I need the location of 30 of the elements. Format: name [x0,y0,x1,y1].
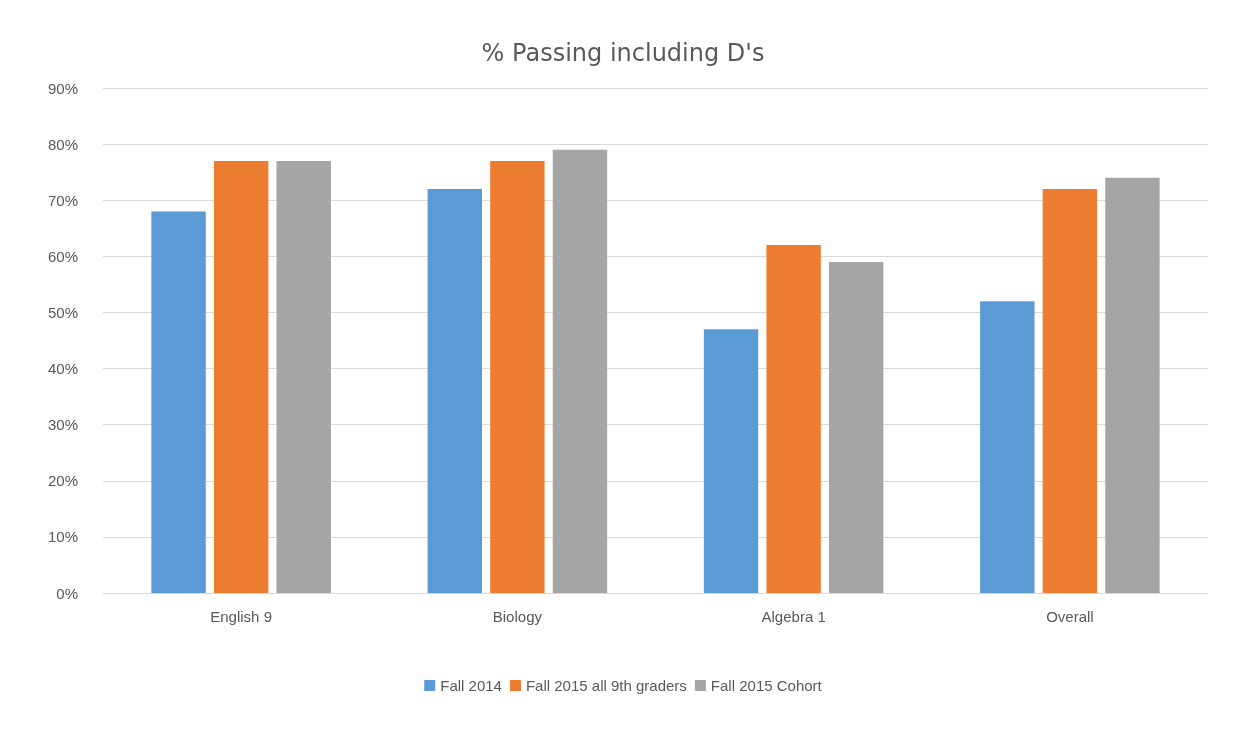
bar [828,261,884,593]
bar [427,189,483,593]
y-tick-label: 90% [47,79,78,97]
bar [490,160,545,593]
x-tick-label: English 9 [210,608,272,625]
y-tick-label: 70% [47,191,78,209]
y-tick-label: 50% [47,303,78,321]
legend-label: Fall 2015 all 9th graders [525,677,687,694]
x-tick-label: Overall [1046,608,1094,625]
bar [552,149,608,593]
bar [980,301,1035,593]
bar [1105,177,1160,593]
x-tick-label: Algebra 1 [761,608,826,625]
y-tick-label: 0% [56,584,78,602]
bar [213,160,269,593]
x-tick-label: Biology [492,608,543,625]
y-tick-label: 30% [47,416,78,434]
chart-title: % Passing including D's [481,39,765,67]
bar [1042,189,1098,593]
y-tick-label: 80% [47,135,78,153]
y-tick-label: 10% [47,528,78,546]
bar [766,245,821,593]
legend-label: Fall 2014 [440,677,502,694]
y-tick-label: 40% [47,360,78,378]
bar [276,160,331,593]
y-tick-label: 60% [47,247,78,265]
y-tick-label: 20% [47,472,78,490]
legend-label: Fall 2015 Cohort [710,677,823,694]
bar [703,329,759,593]
bar [151,211,206,593]
